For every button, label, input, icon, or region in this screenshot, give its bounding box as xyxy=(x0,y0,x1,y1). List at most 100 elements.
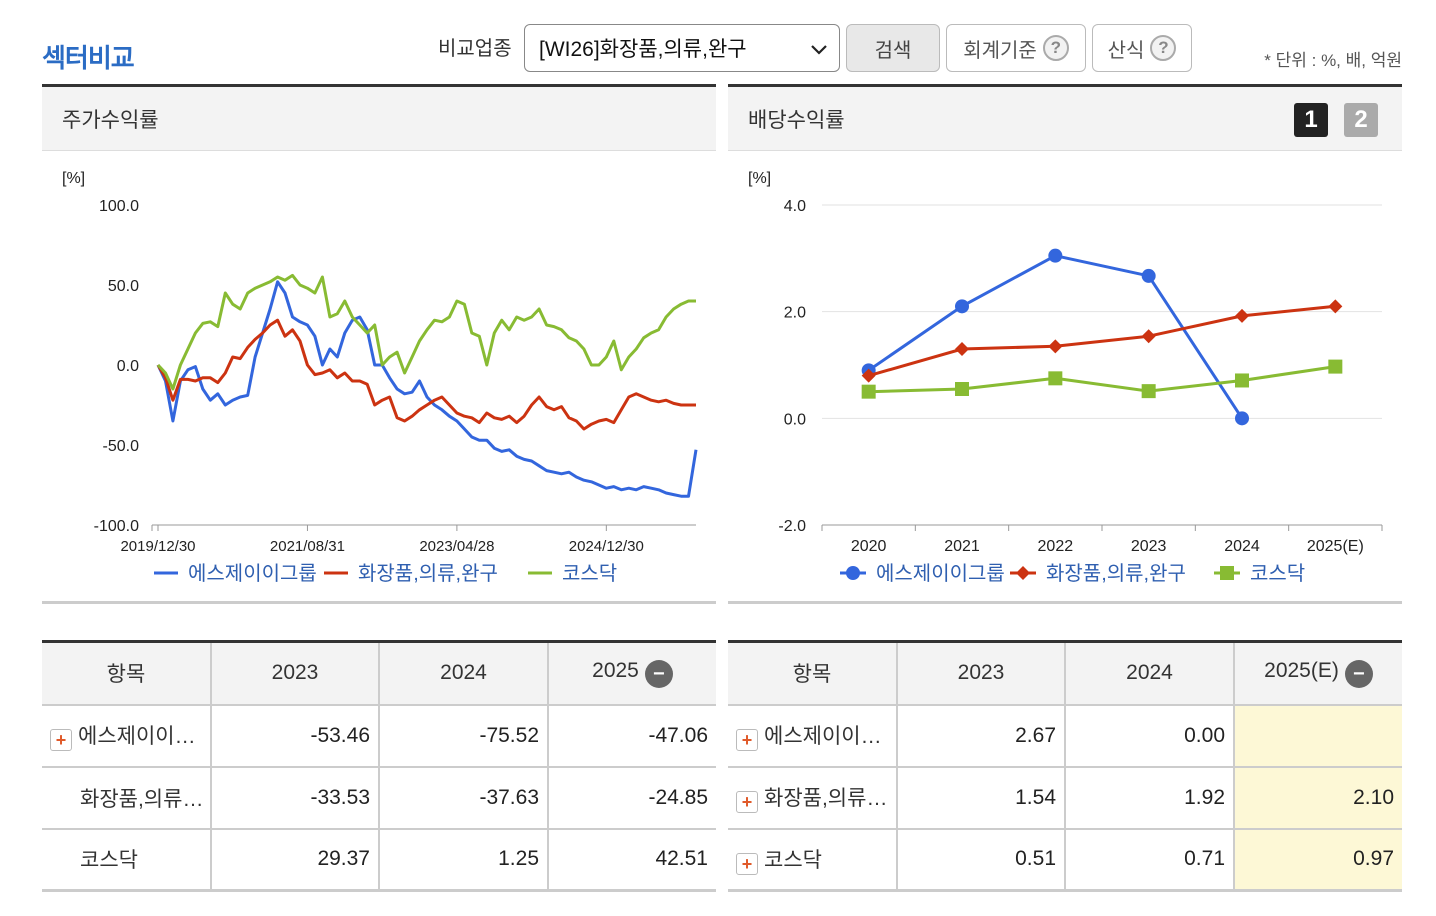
y-axis-unit-label: [%] xyxy=(748,170,771,187)
dividend-yield-table: 항목 2023 2024 2025(E) − + 에스제이이그룹 2.67 0.00… xyxy=(728,640,1402,892)
col-header-2023: 2023 xyxy=(897,641,1066,706)
value-cell: 1.25 xyxy=(379,828,549,892)
row-name-cell: + 에스제이이그룹 xyxy=(42,704,212,768)
col-header-2025-label: 2025 xyxy=(592,658,639,682)
table-row: 코스닥 29.37 1.25 42.51 xyxy=(42,828,716,892)
col-header-item: 항목 xyxy=(42,641,212,706)
expand-plus-icon[interactable]: + xyxy=(736,729,758,752)
data-point-에스제이이그룹 xyxy=(1048,248,1063,263)
series-line-화장품,의류,완구 xyxy=(156,318,696,431)
col-header-2024: 2024 xyxy=(1065,641,1235,706)
table-header-row: 항목 2023 2024 2025− xyxy=(42,641,716,706)
x-tick-label: 2023 xyxy=(1131,538,1167,555)
data-point-코스닥 xyxy=(1048,371,1063,386)
series-line-에스제이이그룹 xyxy=(867,254,1244,420)
row-name: 코스닥 xyxy=(764,848,822,872)
col-header-item: 항목 xyxy=(728,641,898,706)
data-point-코스닥 xyxy=(1141,384,1156,399)
row-name-cell: + 화장품,의류,완구 xyxy=(728,766,898,830)
expand-plus-icon[interactable]: + xyxy=(736,791,758,814)
legend-label: 코스닥 xyxy=(562,562,617,585)
y-tick-label: -50.0 xyxy=(103,438,140,455)
sector-select[interactable]: [WI26]화장품,의류,완구 xyxy=(524,24,840,72)
x-tick-label: 2021/08/31 xyxy=(270,538,345,555)
x-tick-label: 2021 xyxy=(944,538,980,555)
legend-marker xyxy=(1220,566,1234,580)
collapse-minus-icon[interactable]: − xyxy=(644,660,673,688)
x-tick-label: 2020 xyxy=(851,538,887,555)
data-point-화장품,의류,완구 xyxy=(1235,308,1249,323)
expand-plus-icon[interactable]: + xyxy=(736,853,758,875)
value-cell: 0.71 xyxy=(1065,828,1235,892)
x-tick-label: 2024/12/30 xyxy=(569,538,644,555)
data-point-코스닥 xyxy=(955,382,969,396)
series-line-코스닥 xyxy=(156,273,696,391)
row-name: 코스닥 xyxy=(80,849,138,873)
y-tick-label: 0.0 xyxy=(117,358,139,375)
table-row: + 에스제이이그룹 -53.46 -75.52 -47.06 xyxy=(42,704,716,768)
x-tick-label: 2025(E) xyxy=(1307,538,1364,555)
value-cell: 1.54 xyxy=(897,766,1066,830)
value-cell: 2.10 xyxy=(1234,766,1402,830)
data-point-화장품,의류,완구 xyxy=(955,342,969,356)
table-row: + 코스닥 0.51 0.71 0.97 xyxy=(728,828,1402,892)
accounting-standard-label: 회계기준 xyxy=(963,39,1037,62)
data-point-코스닥 xyxy=(1328,359,1343,374)
y-tick-label: 100.0 xyxy=(99,198,139,215)
y-tick-label: 4.0 xyxy=(784,198,806,215)
dividend-yield-chart: [%] 4.0 2.0 0.0 -2.0 2020 2021 2022 2023 2024 2025… xyxy=(748,170,1383,585)
unit-note: * 단위 : %, 배, 억원 xyxy=(1264,51,1402,70)
x-tick-label: 2023/04/28 xyxy=(419,538,494,555)
row-name-cell: + 에스제이이그룹 xyxy=(728,704,898,768)
x-tick-label: 2022 xyxy=(1038,538,1074,555)
value-cell: -33.53 xyxy=(211,766,380,830)
table-header-row: 항목 2023 2024 2025(E) − xyxy=(728,641,1402,706)
row-name: 에스제이이그룹 xyxy=(78,724,211,748)
y-tick-label: -2.0 xyxy=(778,518,806,535)
x-tick-label: 2019/12/30 xyxy=(120,538,195,555)
chevron-down-icon xyxy=(811,45,827,55)
y-tick-label: -100.0 xyxy=(94,518,139,535)
row-name: 에스제이이그룹 xyxy=(764,724,897,748)
search-button[interactable]: 검색 xyxy=(846,24,940,72)
x-tick-label: 2024 xyxy=(1224,538,1260,555)
row-name-cell: 코스닥 xyxy=(42,828,212,892)
table-row: 화장품,의류,완구 -33.53 -37.63 -24.85 xyxy=(42,766,716,830)
data-point-에스제이이그룹 xyxy=(955,299,969,314)
col-header-2025: 2025− xyxy=(548,641,716,706)
data-point-화장품,의류,완구 xyxy=(1048,339,1063,354)
dividend-yield-panel: 배당수익률 1 2 [%] 4.0 2.0 0.0 -2.0 2020 2021 2022 20… xyxy=(728,84,1402,604)
formula-button[interactable]: 산식 ? xyxy=(1092,24,1192,72)
table-row: + 에스제이이그룹 2.67 0.00 xyxy=(728,704,1402,768)
collapse-minus-icon[interactable]: − xyxy=(1344,660,1373,688)
dividend-yield-header: 배당수익률 1 2 xyxy=(728,87,1402,151)
value-cell xyxy=(1234,704,1402,768)
value-cell: -24.85 xyxy=(548,766,716,830)
value-cell: 0.00 xyxy=(1065,704,1235,768)
y-axis-unit-label: [%] xyxy=(62,170,85,187)
value-cell: 42.51 xyxy=(548,828,716,892)
page-2-button[interactable]: 2 xyxy=(1344,103,1378,137)
legend-marker xyxy=(1016,566,1030,580)
stock-return-title: 주가수익률 xyxy=(42,87,716,151)
row-name: 화장품,의류,완구 xyxy=(80,787,209,811)
data-point-에스제이이그룹 xyxy=(1235,411,1249,426)
col-header-2025e-label: 2025(E) xyxy=(1264,658,1339,682)
value-cell: 0.51 xyxy=(897,828,1066,892)
series-line-화장품,의류,완구 xyxy=(868,304,1336,378)
y-tick-label: 0.0 xyxy=(784,411,806,428)
value-cell: -53.46 xyxy=(211,704,380,768)
y-tick-label: 50.0 xyxy=(108,278,139,295)
accounting-standard-button[interactable]: 회계기준 ? xyxy=(946,24,1086,72)
value-cell: -75.52 xyxy=(379,704,549,768)
stock-return-table: 항목 2023 2024 2025− + 에스제이이그룹 -53.46 -75.5… xyxy=(42,640,716,892)
row-name-cell: + 코스닥 xyxy=(728,828,898,892)
y-tick-label: 2.0 xyxy=(784,305,806,322)
help-icon[interactable]: ? xyxy=(1042,35,1069,61)
expand-plus-icon[interactable]: + xyxy=(50,729,72,752)
legend-marker xyxy=(846,566,860,580)
help-icon[interactable]: ? xyxy=(1150,35,1177,61)
data-point-에스제이이그룹 xyxy=(1141,268,1156,283)
page-1-button[interactable]: 1 xyxy=(1294,103,1328,137)
data-point-화장품,의류,완구 xyxy=(861,368,876,383)
